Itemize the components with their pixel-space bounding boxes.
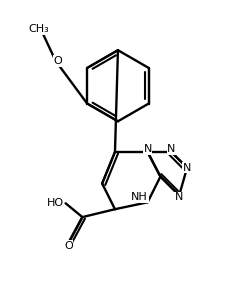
Text: N: N: [166, 144, 175, 154]
Text: NH: NH: [131, 192, 147, 202]
Text: O: O: [53, 56, 62, 66]
Text: HO: HO: [46, 198, 63, 208]
Text: O: O: [64, 241, 73, 251]
Text: N: N: [143, 144, 151, 154]
Text: N: N: [174, 192, 182, 202]
Text: CH₃: CH₃: [28, 24, 49, 34]
Text: N: N: [182, 163, 190, 173]
